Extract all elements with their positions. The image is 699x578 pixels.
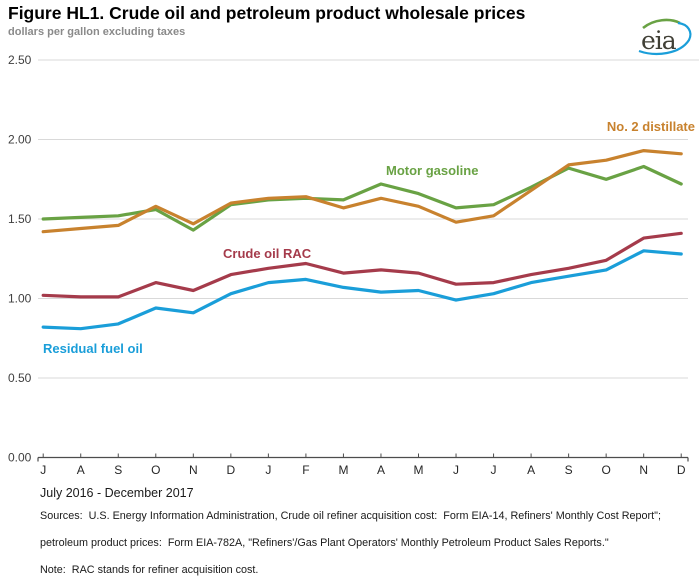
note-line: Note: RAC stands for refiner acquisition… bbox=[40, 564, 259, 576]
series-label-motor-gasoline: Motor gasoline bbox=[386, 163, 478, 178]
y-axis-tick-label: 1.50 bbox=[8, 212, 32, 226]
eia-logo-blue-swoosh bbox=[638, 21, 692, 55]
y-axis-tick-label: 2.50 bbox=[8, 53, 32, 67]
x-axis-month-label: J bbox=[453, 463, 459, 477]
x-axis-month-label: J bbox=[40, 463, 46, 477]
series-label-residual-fuel-oil: Residual fuel oil bbox=[43, 341, 143, 356]
y-axis-tick-label: 2.00 bbox=[8, 133, 32, 147]
x-axis-month-label: M bbox=[338, 463, 348, 477]
chart-units-subtitle: dollars per gallon excluding taxes bbox=[8, 26, 186, 38]
sources-line-1: Sources: U.S. Energy Information Adminis… bbox=[40, 510, 661, 522]
sources-line-2: petroleum product prices: Form EIA-782A,… bbox=[40, 537, 609, 549]
x-axis-month-label: S bbox=[114, 463, 122, 477]
x-axis-month-label: O bbox=[601, 463, 610, 477]
x-axis-month-label: S bbox=[565, 463, 573, 477]
price-line-chart: 0.00 0.50 1.00 1.50 2.00 2.50 J A S O N D J F M A M J J A S O… bbox=[8, 53, 699, 477]
eia-logo-green-swoosh bbox=[642, 18, 681, 30]
series-line-motor-gasoline bbox=[41, 164, 683, 232]
figure-hl1-page: { "header": { "title": "Figure HL1. Crud… bbox=[8, 3, 699, 576]
series-line-no-2-distillate bbox=[41, 149, 683, 234]
x-axis-month-label: F bbox=[302, 463, 309, 477]
x-axis-month-label: A bbox=[77, 463, 85, 477]
x-axis-month-label: N bbox=[189, 463, 198, 477]
x-axis-month-label: J bbox=[491, 463, 497, 477]
series-line-crude-oil-rac bbox=[41, 231, 683, 299]
x-axis-month-label: D bbox=[227, 463, 236, 477]
x-axis-month-label: A bbox=[527, 463, 535, 477]
x-axis-month-label: A bbox=[377, 463, 385, 477]
x-axis-month-label: M bbox=[414, 463, 424, 477]
series-label-crude-oil-rac: Crude oil RAC bbox=[223, 246, 312, 261]
x-axis-month-label: N bbox=[639, 463, 648, 477]
y-axis-tick-label: 0.50 bbox=[8, 371, 32, 385]
x-axis-month-label: D bbox=[677, 463, 686, 477]
page-title: Figure HL1. Crude oil and petroleum prod… bbox=[8, 3, 526, 23]
date-range-label: July 2016 - December 2017 bbox=[40, 486, 194, 500]
eia-logo: eia bbox=[638, 18, 692, 55]
x-axis-month-label: O bbox=[151, 463, 160, 477]
sources-note-block: Sources: U.S. Energy Information Adminis… bbox=[40, 510, 661, 578]
eia-logo-text: eia bbox=[641, 26, 677, 55]
series-label-no-2-distillate: No. 2 distillate bbox=[607, 119, 695, 134]
y-axis-tick-label: 0.00 bbox=[8, 451, 32, 465]
series-line-residual-fuel-oil bbox=[41, 249, 683, 331]
y-axis-tick-label: 1.00 bbox=[8, 292, 32, 306]
x-axis-month-label: J bbox=[265, 463, 271, 477]
